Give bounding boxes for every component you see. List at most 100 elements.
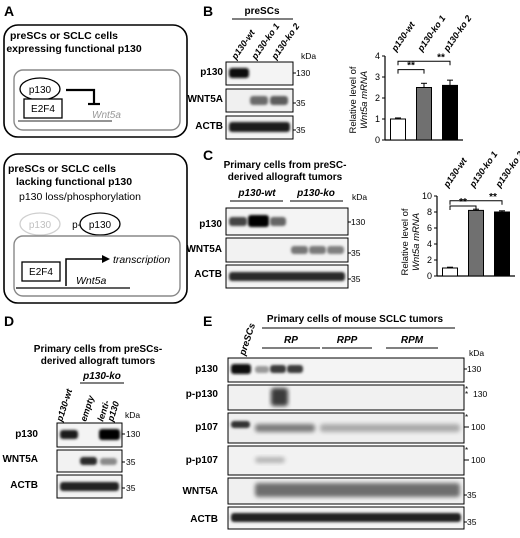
kda-marker: 35 [296,98,306,108]
group-label-ko: p130-ko [296,188,335,199]
e-title: Primary cells of mouse SCLC tumors [267,314,444,325]
asterisk: * [465,390,468,399]
blot-band [271,388,288,406]
blot-band [287,365,303,373]
c-title-line1: Primary cells from preSC- [224,160,347,171]
blot-row-label: p130 [199,219,222,230]
top-cell-box [3,24,188,138]
blot-row-label: WNT5A [186,244,222,255]
blot-row-label: p-p107 [186,455,219,466]
panel-label-d: D [4,313,14,329]
y-tick-label: 6 [427,223,432,233]
phospho-p130-oval [79,212,121,236]
blot-band [60,482,119,491]
bottom-subtitle: p130 loss/phosphorylation [19,191,141,203]
blot-band [309,246,326,254]
panel-label-a: A [4,3,14,19]
bar [442,84,458,141]
group-label-wt: p130-wt [237,188,276,199]
blot-band [248,215,269,227]
d-lane-label: empty [78,393,96,422]
transcription-arrow [65,258,102,286]
significance-mark: ** [437,52,445,63]
blot-row-label: p107 [195,422,218,433]
significance-mark: ** [459,197,467,208]
blot-band [270,217,286,226]
panel-label-e: E [203,313,212,329]
e-group-label: RPM [401,335,424,346]
bottom-cell-box [3,153,188,304]
asterisk: * [465,446,468,455]
y-tick-label: 10 [422,191,432,201]
blot-band [229,68,249,78]
kda-marker: 35 [126,483,136,493]
kda-marker: 35 [351,274,361,284]
blot-row-label: WNT5A [2,454,38,465]
repression-arrow [66,88,96,104]
significance-bracket [449,205,477,210]
blot-band [60,430,78,439]
asterisk: * [465,413,468,422]
kda-label: kDa [469,348,484,358]
d-title-line1: Primary cells from preSCs- [34,344,162,355]
y-tick-label: 2 [427,255,432,265]
transcription-text: transcription [113,254,170,266]
kda-marker: 130 [126,429,140,439]
top-title-line2: expressing functional p130 [6,43,142,55]
d-title-line2: derived allograft tumors [41,356,156,367]
panel-label-c: C [203,147,213,163]
blot-band [99,429,120,440]
kda-marker: 35 [351,248,361,258]
control-lane-label: preSCs [237,322,258,358]
panel-label-b: B [203,3,213,19]
y-tick-label: 0 [427,271,432,281]
blot-row-label: p130 [15,429,38,440]
significance-bracket [397,60,451,66]
blot-strip [227,384,465,411]
bottom-title-line1: preSCs or SCLC cells [8,163,116,175]
kda-marker: 130 [467,364,481,374]
y-tick-label: 8 [427,207,432,217]
bar [442,267,458,277]
blot-band [270,96,288,105]
bottom-e2f4-text: E2F4 [29,267,53,278]
blot-band [231,421,250,428]
y-axis-label: Wnt5a mRNA [411,213,422,271]
blot-row-label: p-p130 [186,389,219,400]
significance-mark: ** [407,61,415,72]
group-label-ko: p130-ko [82,371,121,382]
blot-band [270,365,286,373]
y-tick-label: 2 [375,93,380,103]
category-label: p130-wt [441,155,470,190]
blot-row-label: ACTB [194,269,222,280]
significance-mark: ** [489,192,497,203]
blot-band [229,272,345,281]
kda-marker: 130 [473,389,487,399]
top-title-line1: preSCs or SCLC cells [10,30,118,42]
y-tick-label: 4 [375,51,380,61]
bottom-e2f4-box [21,261,61,282]
bar [390,118,406,141]
bottom-nucleus-box [13,235,181,297]
significance-bracket [449,200,503,205]
kda-label: kDa [125,410,140,420]
faded-p130-oval [19,212,61,236]
significance-bracket [397,69,425,74]
y-tick-label: 4 [427,239,432,249]
blot-row-label: ACTB [10,480,38,491]
kda-marker: 35 [467,517,477,527]
blot-row-label: ACTB [195,121,223,132]
phospho-prefix: p- [72,220,81,231]
asterisk: * [465,385,468,394]
blot-row-label: p130 [200,67,223,78]
blot-band [255,483,460,497]
bottom-gene-text: Wnt5a [76,275,107,287]
kda-marker: 35 [126,457,136,467]
kda-marker: 35 [467,490,477,500]
kda-marker: 100 [471,455,485,465]
bar [468,209,484,277]
bar-chart-b: Relative level of Wnt5a mRNA 0 1 2 3 4 p130-w… [348,13,473,145]
bar-chart-c: Relative level of Wnt5a mRNA 0 2 4 6 8 10 p130… [400,149,520,281]
blot-band [255,366,269,373]
